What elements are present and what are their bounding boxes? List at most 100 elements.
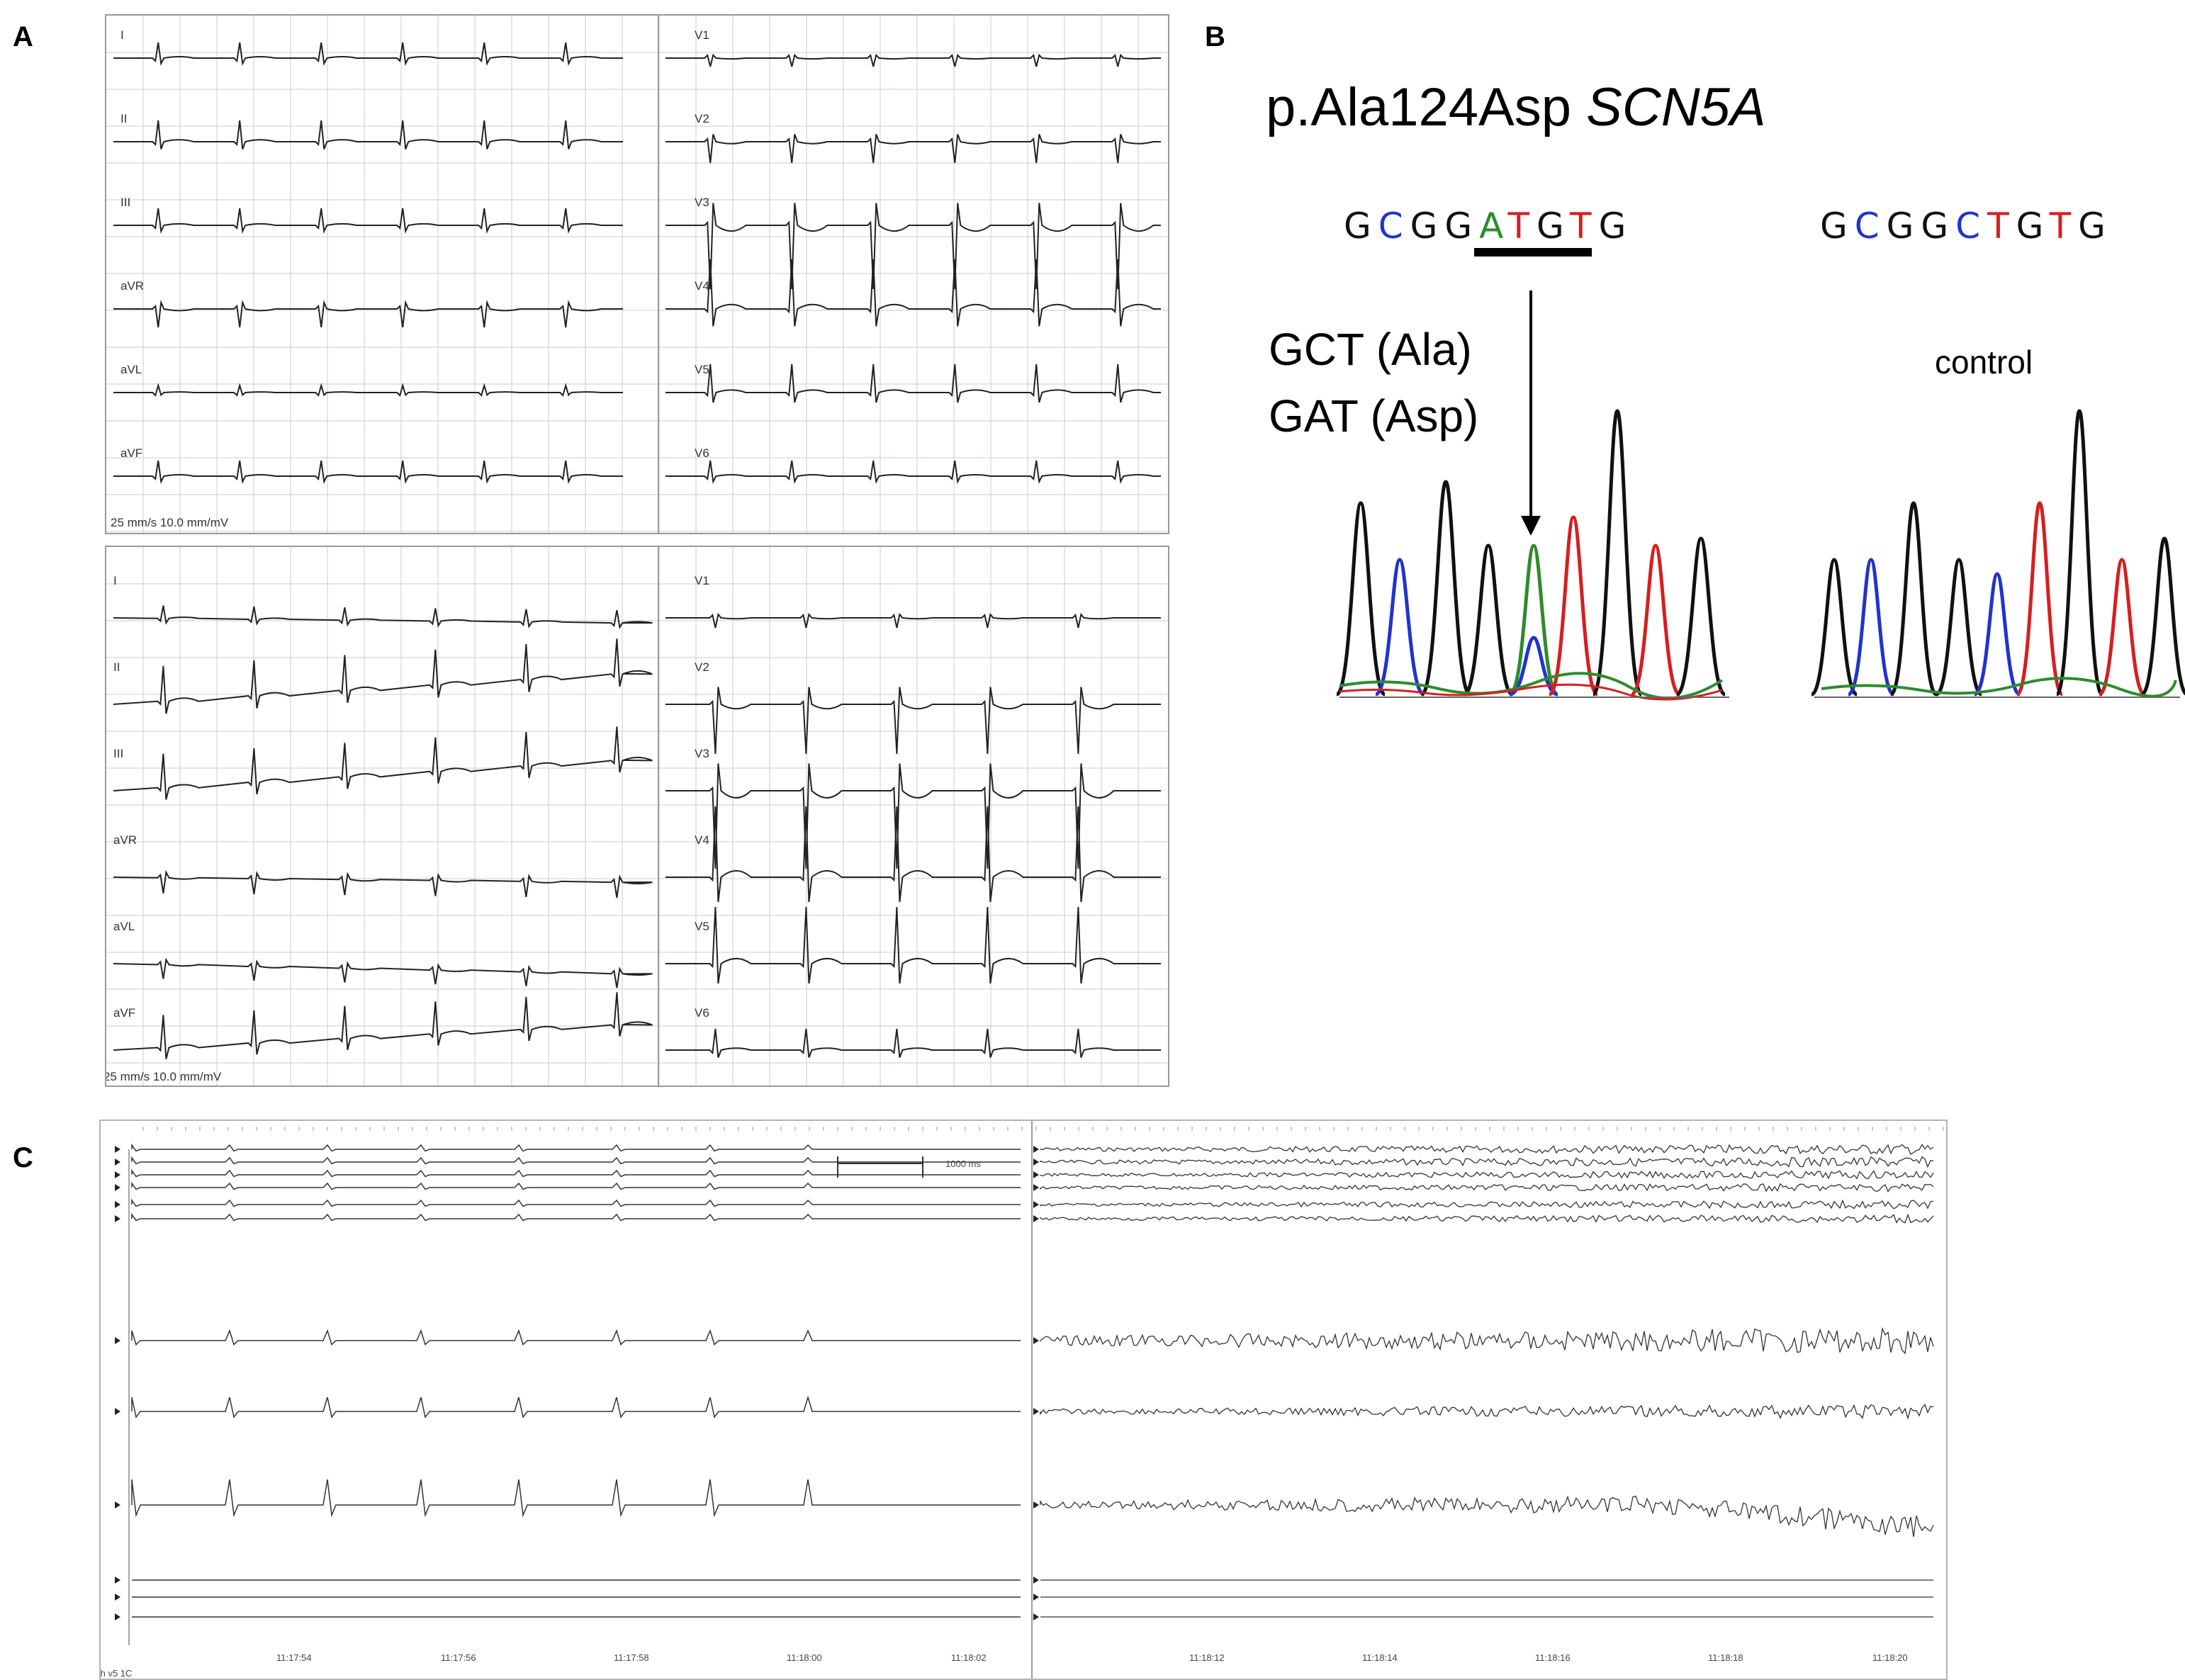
chromatogram-peak <box>1810 558 1858 697</box>
ep-channel-right <box>1040 1170 1934 1180</box>
channel-marker <box>1033 1215 1039 1222</box>
ep-channel-right <box>1040 1326 1934 1355</box>
chromatogram-peak <box>1630 543 1681 697</box>
ep-channel-right <box>1040 1156 1934 1168</box>
chromatogram-peak <box>1591 409 1644 697</box>
lead-label: V2 <box>695 660 709 674</box>
chromatogram-peak <box>2055 409 2104 697</box>
lead-label: aVL <box>120 363 142 376</box>
channel-marker <box>115 1613 120 1620</box>
ep-channel-right <box>1040 1495 1934 1537</box>
ecg-trace-left <box>113 726 653 800</box>
lead-label: II <box>120 112 128 125</box>
ecg-trace-right <box>665 612 1161 628</box>
chromatogram-peak <box>1420 480 1472 697</box>
mutant-base: G <box>1410 205 1445 247</box>
channel-marker <box>115 1184 120 1191</box>
lead-label: I <box>120 28 124 42</box>
lead-label: I <box>113 574 117 587</box>
alternate-codon: GAT (Asp) <box>1269 390 1479 441</box>
mutant-base: G <box>1444 205 1480 247</box>
time-label: 11:17:58 <box>614 1652 649 1663</box>
mutant-chromatogram <box>1335 409 1729 701</box>
ep-channel-right <box>1040 1404 1934 1420</box>
recording-footer: th v5 1C <box>99 1668 133 1679</box>
chromatogram-peak <box>1889 501 1938 697</box>
control-base: C <box>1955 205 1988 247</box>
channel-marker <box>115 1171 120 1178</box>
lead-label: aVR <box>113 833 137 847</box>
ecg-trace-right <box>665 259 1161 327</box>
mutant-base: T <box>1570 205 1599 247</box>
channel-marker <box>1033 1337 1039 1344</box>
channel-marker <box>115 1201 120 1208</box>
ecg-trace-left <box>113 957 653 988</box>
chromatogram-peak <box>1508 543 1559 697</box>
ecg-trace-right <box>665 806 1161 903</box>
lead-label: V5 <box>695 920 709 933</box>
lead-label: V5 <box>695 363 709 376</box>
codon-underline <box>1474 248 1592 256</box>
ecg-trace-right <box>665 363 1161 403</box>
ep-channel-left <box>131 1329 1021 1346</box>
time-label: 11:18:12 <box>1189 1652 1225 1663</box>
ep-channel-right <box>1040 1183 1934 1193</box>
channel-marker <box>1033 1408 1039 1415</box>
ecg-trace-left <box>113 208 623 234</box>
time-label: 11:18:14 <box>1362 1652 1398 1663</box>
mutation-arrow <box>1521 291 1541 536</box>
ecg-top-panel: I II III aVR aVL aVF V1 V2 V3 V4 V5 V6 2… <box>105 14 1169 534</box>
panel-a-letter: A <box>13 21 33 52</box>
lead-label: aVR <box>120 279 145 293</box>
chromatogram-peak <box>1935 558 1983 697</box>
mutant-base: G <box>1344 205 1378 247</box>
channel-marker <box>1033 1613 1039 1620</box>
baseline-trace <box>1821 677 2177 698</box>
channel-marker <box>115 1215 120 1222</box>
lead-label: V4 <box>695 833 709 847</box>
channel-marker <box>115 1577 120 1584</box>
lead-label: III <box>120 196 131 209</box>
channel-marker <box>1033 1146 1039 1153</box>
chromatogram-peak <box>2098 558 2146 697</box>
ecg-trace-right <box>665 1028 1161 1058</box>
gene-name: SCN5A <box>1586 77 1766 137</box>
lead-label: V6 <box>695 1006 709 1020</box>
ecg-trace-right <box>665 687 1161 755</box>
mutant-base: G <box>1598 205 1634 247</box>
ecg-trace-left <box>113 120 623 150</box>
channel-marker <box>1033 1184 1039 1191</box>
channel-marker <box>115 1337 120 1344</box>
ep-recording: 1000 ms 11:17:54 11:17:56 11:17:58 11:18… <box>99 1120 1948 1680</box>
ecg-trace-right <box>665 134 1161 164</box>
ecg-trace-left <box>113 992 653 1059</box>
time-label: 11:18:20 <box>1872 1652 1908 1663</box>
lead-label: aVF <box>120 446 143 460</box>
ep-channel-left <box>131 1143 1021 1152</box>
chromatogram-peak <box>1675 536 1726 697</box>
panel-c-letter: C <box>13 1142 33 1173</box>
lead-label: V4 <box>695 279 709 293</box>
mutant-sequence: GCGGATGTG <box>1344 205 1633 247</box>
ecg-bottom-traces <box>106 547 1168 1086</box>
time-label: 11:17:56 <box>441 1652 476 1663</box>
ecg-trace-left <box>113 638 653 714</box>
control-base: G <box>1921 205 1956 247</box>
ep-channel-left <box>131 1168 1021 1178</box>
ep-traces <box>115 1121 1944 1679</box>
channel-marker <box>1033 1171 1039 1178</box>
ep-channel-right <box>1040 1213 1934 1224</box>
ep-channel-left <box>131 1479 1021 1518</box>
ep-channel-left <box>131 1156 1021 1165</box>
channel-marker <box>1033 1201 1039 1208</box>
chromatogram-peak <box>1847 558 1895 697</box>
lead-label: aVF <box>113 1006 136 1020</box>
ecg-trace-right <box>665 460 1161 484</box>
ep-channel-right <box>1040 1199 1934 1210</box>
mutant-base: T <box>1507 205 1537 247</box>
channel-marker <box>1033 1158 1039 1166</box>
lead-label: V2 <box>695 112 709 125</box>
lead-label: V1 <box>695 574 709 587</box>
chromatogram-peak <box>1973 572 2021 697</box>
channel-marker <box>115 1594 120 1601</box>
